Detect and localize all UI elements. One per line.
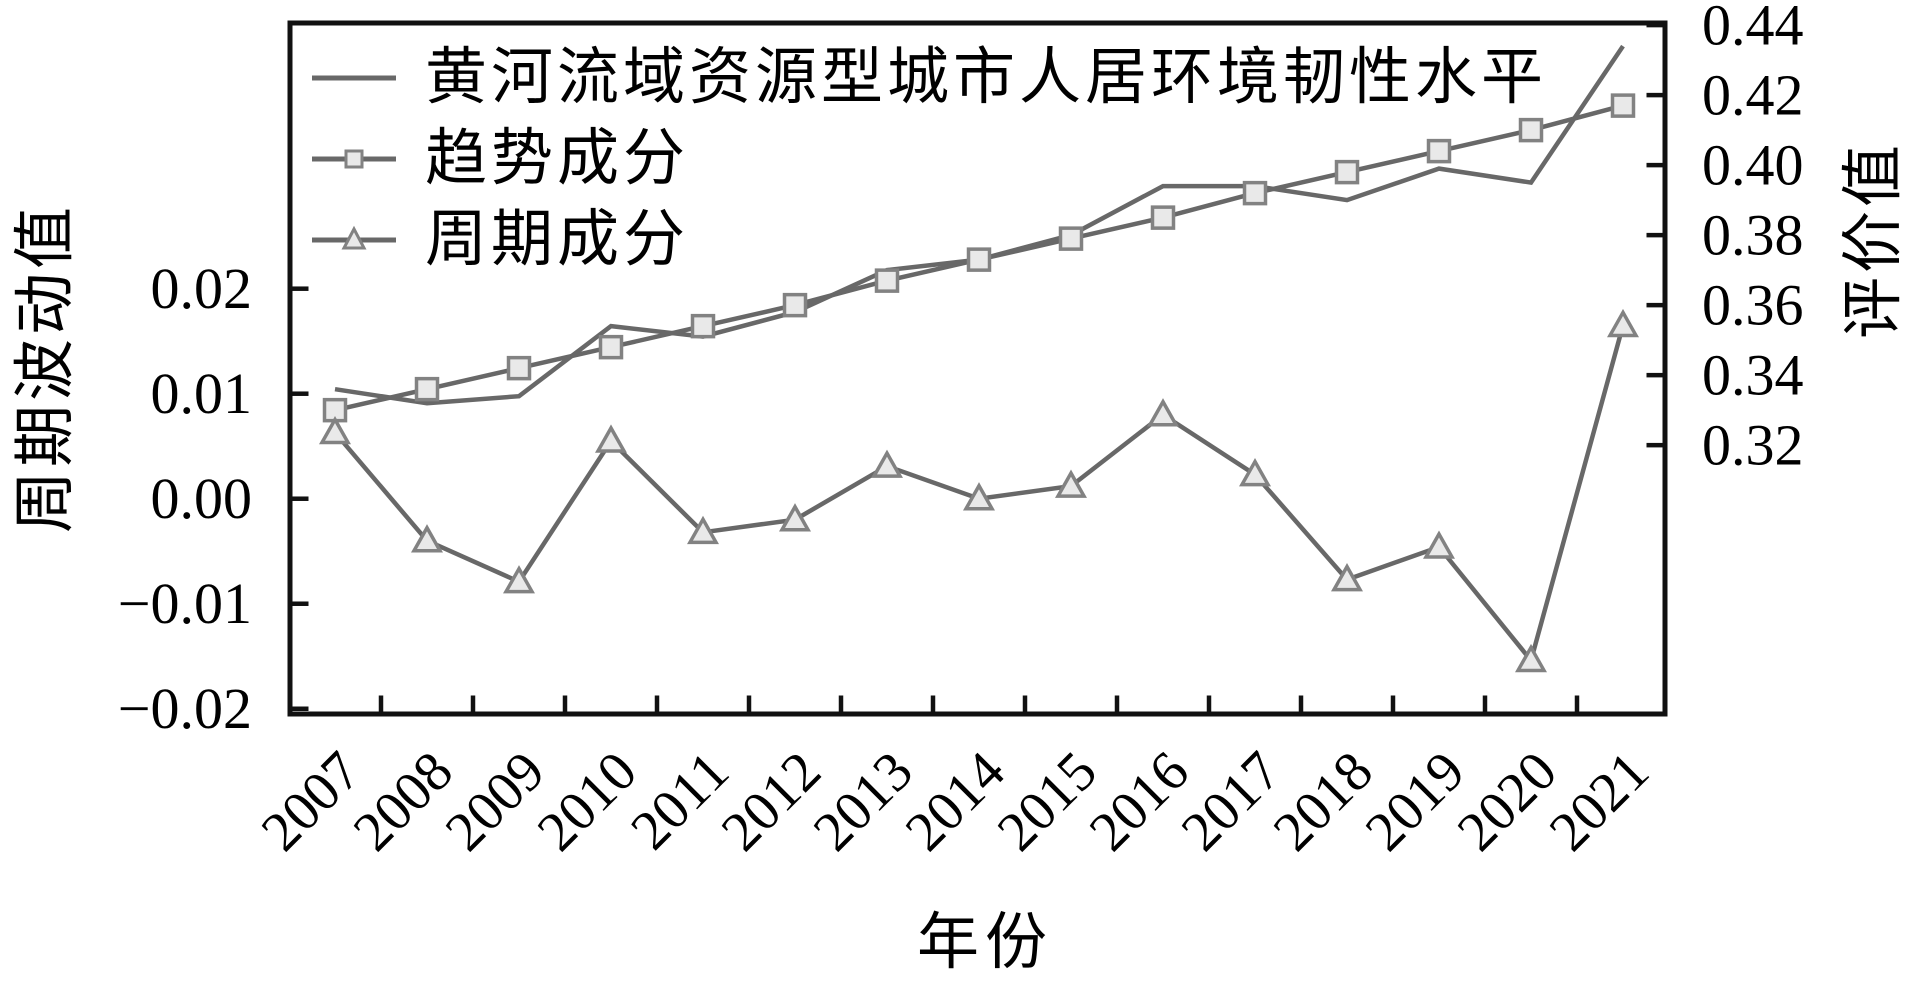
series-1 <box>322 93 1636 423</box>
right-axis-title: 评价值 <box>1840 141 1908 339</box>
triangle-marker-icon <box>503 565 535 594</box>
x-axis-tick-label: 2010 <box>526 740 649 863</box>
right-axis-tick-label: 0.34 <box>1702 343 1804 408</box>
left-axis-tick-label: 0.00 <box>151 466 253 531</box>
right-axis-tick-label: 0.40 <box>1702 133 1804 198</box>
triangle-marker-icon <box>779 503 811 532</box>
square-marker-icon <box>1334 159 1360 185</box>
legend-item-cycle: 周期成分 <box>312 206 689 274</box>
triangle-marker-icon <box>411 524 443 553</box>
right-axis-tick-label: 0.42 <box>1702 63 1804 128</box>
x-axis-tick-label: 2020 <box>1446 740 1569 863</box>
square-marker-icon <box>1150 205 1176 230</box>
plot-area: 2007200820092010201120122013201420152016… <box>118 0 1804 863</box>
triangle-marker-icon <box>1147 398 1179 427</box>
legend: 黄河流域资源型城市人居环境韧性水平 趋势成分 周期成分 <box>312 44 1547 274</box>
x-axis-tick-label: 2018 <box>1262 740 1385 863</box>
square-marker-icon <box>1518 117 1544 143</box>
triangle-marker-icon <box>595 424 627 453</box>
triangle-marker-icon <box>1423 530 1455 559</box>
legend-item-resilience: 黄河流域资源型城市人居环境韧性水平 <box>312 44 1547 112</box>
triangle-marker-icon <box>687 515 719 545</box>
x-axis-tick-label: 2019 <box>1354 740 1477 863</box>
legend-item-trend: 趋势成分 <box>312 125 689 193</box>
triangle-marker-icon <box>871 449 903 478</box>
square-marker-icon <box>690 313 716 339</box>
legend-label: 周期成分 <box>425 206 689 274</box>
triangle-marker-icon <box>319 416 351 445</box>
square-marker-icon <box>782 292 808 318</box>
x-axis-tick-label: 2013 <box>802 740 925 863</box>
left-axis-tick-label: 0.02 <box>151 256 253 321</box>
square-marker-icon <box>874 268 900 293</box>
left-axis-tick-label: 0.01 <box>151 361 253 426</box>
x-axis-tick-label: 2017 <box>1170 740 1293 863</box>
square-marker-icon <box>966 247 992 272</box>
square-marker-icon <box>1610 93 1636 118</box>
legend-label: 黄河流域资源型城市人居环境韧性水平 <box>425 44 1547 112</box>
square-marker-icon <box>1426 138 1452 164</box>
x-axis-tick-label: 2007 <box>250 740 373 863</box>
x-axis-title: 年份 <box>917 909 1053 977</box>
x-axis-tick-label: 2008 <box>342 740 465 863</box>
right-axis-tick-label: 0.36 <box>1702 273 1804 338</box>
triangle-marker-icon <box>1239 458 1271 487</box>
left-axis-tick-label: −0.02 <box>118 676 252 741</box>
x-axis-tick-label: 2011 <box>619 740 741 862</box>
x-axis-tick-label: 2015 <box>986 740 1109 863</box>
right-axis-tick-label: 0.38 <box>1702 203 1804 268</box>
triangle-marker-icon <box>1607 308 1639 338</box>
left-axis-tick-label: −0.01 <box>118 571 252 636</box>
square-marker-icon <box>414 376 440 402</box>
square-marker-icon <box>506 355 532 381</box>
square-marker-icon <box>1058 226 1084 251</box>
triangle-marker-icon <box>1515 643 1547 673</box>
x-axis-tick-label: 2021 <box>1538 740 1661 863</box>
x-axis-tick-label: 2016 <box>1078 740 1201 863</box>
plot-frame <box>287 20 1668 717</box>
x-axis-tick-label: 2009 <box>434 740 557 863</box>
x-axis-tick-label: 2012 <box>710 740 833 863</box>
right-axis-tick-label: 0.32 <box>1702 413 1804 478</box>
square-marker-icon <box>1242 180 1268 206</box>
square-marker-icon <box>344 149 364 169</box>
right-axis-tick-label: 0.44 <box>1702 0 1804 58</box>
left-axis-title: 周期波动值 <box>12 203 80 533</box>
x-axis-tick-label: 2014 <box>894 740 1017 863</box>
triangle-marker-icon <box>1331 563 1363 592</box>
triangle-marker-icon <box>1055 469 1087 498</box>
triangle-marker-icon <box>341 225 367 250</box>
legend-label: 趋势成分 <box>425 125 689 193</box>
triangle-marker-icon <box>963 482 995 511</box>
square-marker-icon <box>598 334 624 360</box>
series-2 <box>319 308 1639 673</box>
